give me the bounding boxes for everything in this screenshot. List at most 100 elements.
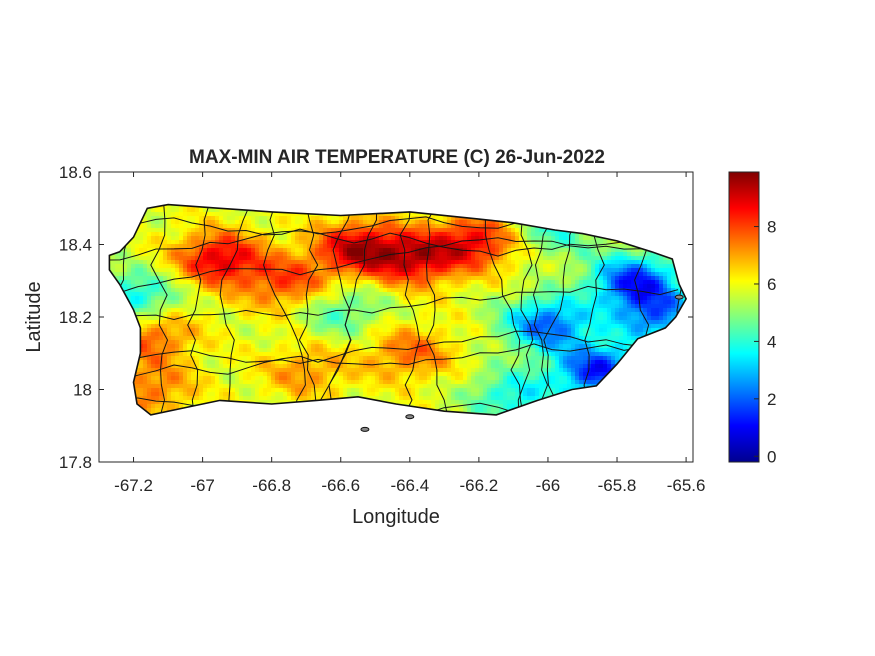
temperature-cell	[439, 292, 444, 297]
temperature-cell	[151, 312, 156, 317]
temperature-cell	[247, 336, 252, 341]
temperature-cell	[167, 388, 172, 393]
temperature-cell	[443, 304, 448, 309]
temperature-cell	[311, 268, 316, 273]
temperature-cell	[243, 356, 248, 361]
temperature-cell	[167, 256, 172, 261]
temperature-cell	[147, 272, 152, 277]
temperature-cell	[251, 384, 256, 389]
temperature-cell	[151, 408, 156, 413]
temperature-cell	[151, 212, 156, 217]
temperature-cell	[407, 252, 412, 257]
temperature-cell	[203, 304, 208, 309]
temperature-cell	[371, 372, 376, 377]
temperature-cell	[335, 256, 340, 261]
temperature-cell	[195, 396, 200, 401]
temperature-cell	[155, 272, 160, 277]
temperature-cell	[191, 284, 196, 289]
temperature-cell	[355, 264, 360, 269]
temperature-cell	[427, 392, 432, 397]
temperature-cell	[387, 260, 392, 265]
temperature-cell	[239, 248, 244, 253]
temperature-cell	[447, 364, 452, 369]
temperature-cell	[447, 220, 452, 225]
temperature-cell	[251, 292, 256, 297]
temperature-cell	[419, 248, 424, 253]
temperature-cell	[347, 252, 352, 257]
temperature-cell	[247, 380, 252, 385]
temperature-cell	[159, 216, 164, 221]
temperature-cell	[291, 352, 296, 357]
temperature-cell	[247, 384, 252, 389]
temperature-cell	[415, 296, 420, 301]
temperature-cell	[367, 332, 372, 337]
temperature-cell	[163, 376, 168, 381]
temperature-cell	[351, 312, 356, 317]
temperature-cell	[451, 296, 456, 301]
temperature-cell	[399, 340, 404, 345]
temperature-cell	[279, 312, 284, 317]
temperature-cell	[451, 408, 456, 413]
temperature-cell	[367, 320, 372, 325]
temperature-cell	[159, 276, 164, 281]
temperature-cell	[215, 396, 220, 401]
temperature-cell	[371, 352, 376, 357]
temperature-cell	[339, 384, 344, 389]
temperature-cell	[443, 288, 448, 293]
temperature-cell	[115, 268, 120, 273]
temperature-cell	[183, 388, 188, 393]
temperature-cell	[359, 276, 364, 281]
temperature-cell	[267, 388, 272, 393]
temperature-cell	[191, 348, 196, 353]
temperature-cell	[391, 220, 396, 225]
temperature-cell	[247, 308, 252, 313]
temperature-cell	[307, 220, 312, 225]
temperature-cell	[407, 264, 412, 269]
temperature-cell	[435, 312, 440, 317]
temperature-cell	[279, 372, 284, 377]
temperature-cell	[223, 288, 228, 293]
temperature-cell	[423, 336, 428, 341]
temperature-cell	[379, 312, 384, 317]
temperature-cell	[327, 216, 332, 221]
temperature-cell	[179, 244, 184, 249]
temperature-cell	[439, 232, 444, 237]
temperature-cell	[195, 272, 200, 277]
temperature-cell	[295, 360, 300, 365]
temperature-cell	[339, 320, 344, 325]
temperature-cell	[267, 396, 272, 401]
temperature-cell	[151, 296, 156, 301]
temperature-cell	[291, 276, 296, 281]
temperature-cell	[211, 324, 216, 329]
temperature-cell	[143, 292, 148, 297]
temperature-cell	[295, 216, 300, 221]
temperature-cell	[251, 392, 256, 397]
temperature-cell	[407, 384, 412, 389]
temperature-cell	[411, 376, 416, 381]
temperature-cell	[143, 380, 148, 385]
temperature-cell	[167, 224, 172, 229]
temperature-cell	[171, 288, 176, 293]
temperature-cell	[135, 288, 140, 293]
temperature-cell	[367, 240, 372, 245]
temperature-cell	[279, 340, 284, 345]
temperature-cell	[203, 348, 208, 353]
temperature-cell	[363, 356, 368, 361]
temperature-cell	[371, 360, 376, 365]
temperature-cell	[327, 280, 332, 285]
temperature-cell	[387, 268, 392, 273]
temperature-cell	[267, 364, 272, 369]
temperature-cell	[371, 308, 376, 313]
temperature-cell	[395, 260, 400, 265]
temperature-cell	[335, 288, 340, 293]
temperature-cell	[287, 236, 292, 241]
temperature-cell	[279, 384, 284, 389]
temperature-cell	[303, 272, 308, 277]
temperature-cell	[387, 396, 392, 401]
temperature-cell	[227, 220, 232, 225]
temperature-cell	[247, 212, 252, 217]
temperature-cell	[223, 276, 228, 281]
temperature-cell	[367, 364, 372, 369]
temperature-cell	[387, 248, 392, 253]
temperature-cell	[263, 348, 268, 353]
